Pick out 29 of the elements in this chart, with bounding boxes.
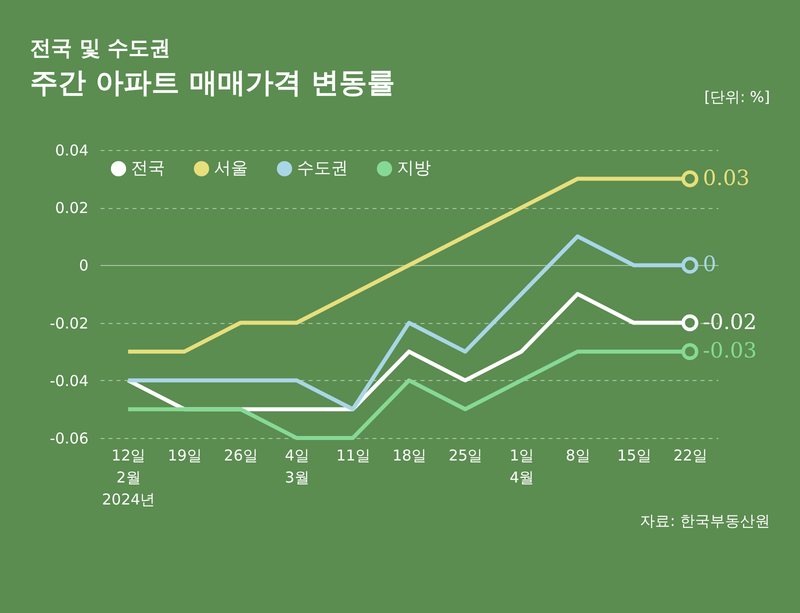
text: [단위: %] <box>704 88 770 107</box>
x-tick-label: 1일 4월 <box>510 446 534 486</box>
x-tick-label: 18일 <box>392 446 427 464</box>
data-label: 0.03 <box>702 166 750 190</box>
y-tick-label: -0.02 <box>50 314 88 332</box>
x-tick-label: 12일 2월 2024년 <box>102 446 156 508</box>
data-label: -0.02 <box>702 310 757 334</box>
chart-title: 전국 및 수도권 <box>30 35 171 62</box>
y-tick-label: 0.04 <box>55 142 88 160</box>
x-tick-label: 8일 <box>566 446 590 464</box>
x-tick-label: 19일 <box>168 446 202 464</box>
legend-label: 수도권 <box>297 158 348 179</box>
y-tick-label: -0.06 <box>50 430 88 448</box>
x-tick-label: 4일 3월 <box>284 446 310 486</box>
x-tick-label: 15일 <box>617 446 652 464</box>
data-label: -0.03 <box>702 338 757 363</box>
legend-label: 서울 <box>214 158 248 179</box>
legend-label: 지방 <box>397 158 431 179</box>
legend-label: 전국 <box>131 158 165 179</box>
x-tick-label: 25일 <box>448 446 483 464</box>
y-tick-label: 0.02 <box>55 199 88 218</box>
x-tick-label: 26일 <box>224 446 258 464</box>
data-label: 0 <box>702 252 716 276</box>
x-tick-label: 11일 <box>336 446 370 464</box>
y-tick-label: -0.04 <box>50 372 88 390</box>
y-tick-label: 0 <box>78 256 88 275</box>
text: 자료: 한국부동산원 <box>640 512 770 531</box>
chart-subtitle: 주간 아파트 매매가격 변동률 <box>30 65 396 101</box>
x-tick-label: 22일 <box>673 446 708 464</box>
